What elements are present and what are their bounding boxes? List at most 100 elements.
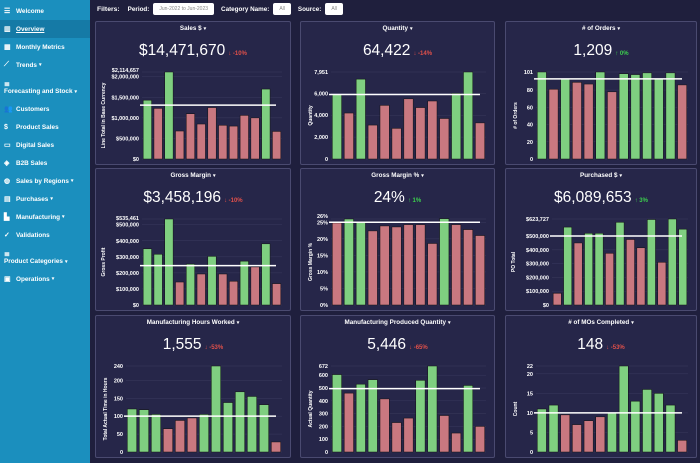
bar[interactable] [355,221,366,306]
bar[interactable] [332,374,342,453]
bar[interactable] [164,71,174,160]
bar[interactable] [618,365,629,453]
bar[interactable] [572,424,582,453]
bar[interactable] [164,218,174,306]
sidebar-item-welcome[interactable]: ☰ Welcome [0,2,90,20]
bar[interactable] [153,253,163,306]
bar[interactable] [343,112,354,160]
bar[interactable] [199,414,209,453]
bar[interactable] [175,281,185,306]
bar[interactable] [475,235,485,306]
bar[interactable] [642,389,652,453]
bar[interactable] [626,239,635,306]
bar[interactable] [667,218,677,306]
bar[interactable] [665,404,676,453]
bar[interactable] [636,247,646,306]
bar[interactable] [560,78,571,160]
bar[interactable] [463,229,474,306]
bar[interactable] [379,225,390,306]
bar[interactable] [594,233,604,306]
bar[interactable] [463,71,474,160]
bar[interactable] [239,260,249,306]
bar[interactable] [415,224,426,306]
bar[interactable] [196,123,206,160]
bar[interactable] [439,118,450,160]
panel-title-menu[interactable]: Quantity ▾ [301,25,494,32]
panel-title-menu[interactable]: Gross Margin ▾ [96,172,290,179]
bar[interactable] [196,273,206,306]
bar[interactable] [367,230,378,306]
bar[interactable] [607,91,617,160]
sidebar-item-customers[interactable]: 👥 Customers [0,100,90,118]
bar[interactable] [615,222,625,306]
sidebar-item-product-categories[interactable]: ≣ Product Categories ▾ [0,244,90,270]
category-name-filter[interactable]: All [273,3,291,15]
bar[interactable] [332,222,342,306]
bar[interactable] [463,385,474,453]
sidebar-item-monthly-metrics[interactable]: ▦ Monthly Metrics [0,38,90,56]
bar[interactable] [537,408,547,453]
bar[interactable] [439,218,450,306]
bar[interactable] [261,88,271,160]
bar[interactable] [187,417,197,453]
panel-title-menu[interactable]: # of MOs Completed ▾ [506,319,696,326]
panel-title-menu[interactable]: Sales $ ▾ [96,25,290,32]
period-filter[interactable]: Jun-2022 to Jun-2023 [153,3,215,15]
bar[interactable] [343,218,354,306]
bar[interactable] [271,441,281,453]
bar[interactable] [229,280,238,306]
bar[interactable] [427,243,438,306]
bar[interactable] [563,226,573,306]
bar[interactable] [605,253,614,306]
bar[interactable] [239,115,249,160]
bar[interactable] [475,426,485,453]
bar[interactable] [584,233,593,306]
sidebar-item-trends[interactable]: ⟋ Trends ▾ [0,56,90,74]
bar[interactable] [403,224,414,306]
bar[interactable] [583,83,594,160]
bar[interactable] [391,128,402,160]
sidebar-item-sales-by-regions[interactable]: ◍ Sales by Regions ▾ [0,172,90,190]
bar[interactable] [451,93,462,160]
bar[interactable] [537,71,547,160]
bar[interactable] [175,420,185,453]
bar[interactable] [427,365,438,453]
bar[interactable] [332,94,342,160]
bar[interactable] [367,124,378,160]
sidebar-item-manufacturing[interactable]: ▙ Manufacturing ▾ [0,208,90,226]
sidebar-item-validations[interactable]: ✓ Validations [0,226,90,244]
panel-title-menu[interactable]: Manufacturing Hours Worked ▾ [96,319,290,326]
panel-title-menu[interactable]: Gross Margin % ▾ [301,172,494,179]
panel-title-menu[interactable]: Manufacturing Produced Quantity ▾ [301,319,494,326]
bar[interactable] [261,243,271,306]
bar[interactable] [355,383,366,453]
bar[interactable] [250,117,260,160]
bar[interactable] [175,130,185,160]
bar[interactable] [142,99,152,160]
bar[interactable] [653,393,664,453]
bar[interactable] [235,391,245,453]
bar[interactable] [427,100,438,160]
bar[interactable] [630,400,641,453]
bar[interactable] [677,440,687,453]
bar[interactable] [642,72,652,160]
bar[interactable] [548,88,559,160]
bar[interactable] [355,78,366,160]
bar[interactable] [379,105,390,160]
bar[interactable] [415,380,426,453]
bar[interactable] [218,125,228,160]
bar[interactable] [142,248,152,306]
bar[interactable] [207,256,217,306]
bar[interactable] [475,122,485,160]
bar[interactable] [552,293,562,306]
bar[interactable] [250,266,260,306]
bar[interactable] [560,414,571,453]
bar[interactable] [207,107,217,160]
bar[interactable] [391,226,402,306]
bar[interactable] [595,416,606,453]
bar[interactable] [403,417,414,453]
bar[interactable] [259,404,269,453]
bar[interactable] [186,263,195,306]
bar[interactable] [247,396,257,453]
bar[interactable] [439,415,450,453]
